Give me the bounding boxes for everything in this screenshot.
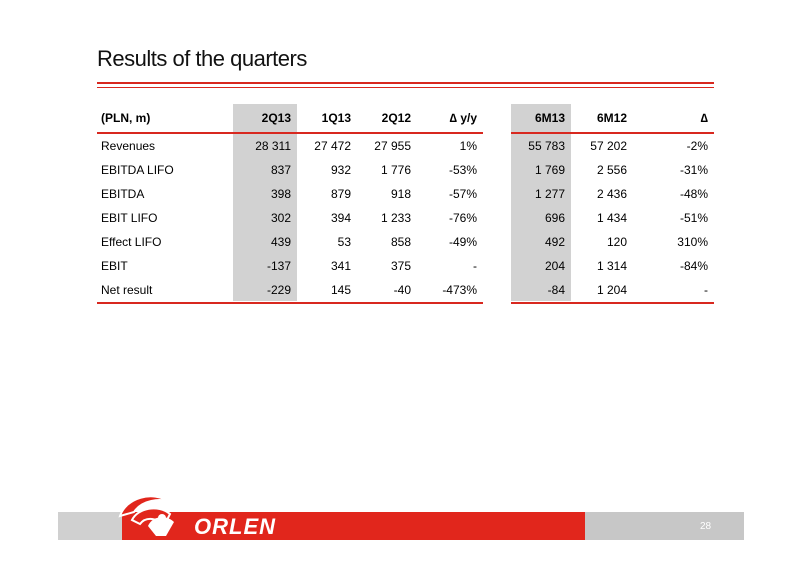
- table-cell: -229: [233, 278, 297, 304]
- column-header: ∆ y/y: [417, 104, 483, 134]
- table-cell: 696: [544, 211, 565, 225]
- table-cell: -31%: [679, 163, 708, 177]
- table-cell: -53%: [448, 163, 477, 177]
- table-cell: 932: [330, 163, 351, 177]
- table-cell: 2 556: [596, 163, 627, 177]
- table-cell: 1 776: [380, 163, 411, 177]
- column-header: 2Q12: [357, 104, 417, 134]
- column-header: 1Q13: [297, 104, 357, 134]
- table-cell: 302: [270, 211, 291, 225]
- table-cell: 341: [330, 259, 351, 273]
- title-rule-thick: [97, 82, 714, 84]
- highlight-column-6m13: [511, 104, 571, 301]
- row-label: EBITDA: [101, 187, 145, 201]
- brand-wordmark: ORLEN: [194, 514, 276, 539]
- table-cell: 1 233: [380, 211, 411, 225]
- column-header: (PLN, m): [97, 104, 233, 134]
- results-table: (PLN, m) 2Q13 1Q13 2Q12 ∆ y/y 6M13 6M12 ∆ Revenu…: [97, 104, 714, 304]
- table-cell: 375: [390, 259, 411, 273]
- table-cell: 1 434: [596, 211, 627, 225]
- column-gap: [483, 133, 511, 158]
- table-cell: 53: [337, 235, 351, 249]
- table-header-row: (PLN, m) 2Q13 1Q13 2Q12 ∆ y/y 6M13 6M12 ∆: [97, 104, 714, 134]
- table-cell: -57%: [448, 187, 477, 201]
- table-cell: -: [633, 278, 714, 304]
- page-number: 28: [700, 521, 712, 532]
- table-cell: 120: [606, 235, 627, 249]
- table-cell: -48%: [679, 187, 708, 201]
- orlen-eagle-logo-icon: [112, 486, 192, 546]
- table-row: Net result -229 145 -40 -473% -84 1 204-: [97, 278, 714, 304]
- table-cell: -40: [357, 278, 417, 304]
- row-label: Effect LIFO: [101, 235, 162, 249]
- table-row: Revenues 28 311 27 472 27 955 1% 55 783 57 202…: [97, 133, 714, 158]
- table-cell: 2 436: [596, 187, 627, 201]
- table-cell: -: [473, 259, 477, 273]
- table-cell: -84: [511, 278, 571, 304]
- row-label: EBIT LIFO: [101, 211, 158, 225]
- table-cell: 204: [544, 259, 565, 273]
- table-row: EBIT -137 341 375 - 204 1 314 -84%: [97, 254, 714, 278]
- table-cell: 439: [270, 235, 291, 249]
- row-label: Revenues: [101, 139, 156, 153]
- table-cell: 1 277: [534, 187, 565, 201]
- column-gap: [483, 278, 511, 303]
- table-cell: 858: [390, 235, 411, 249]
- table-cell: 55 783: [528, 139, 565, 153]
- table-cell: -76%: [448, 211, 477, 225]
- footer-red-band: [122, 512, 585, 540]
- table-cell: -473%: [417, 278, 483, 304]
- row-label: EBITDA LIFO: [101, 163, 174, 177]
- row-label: EBIT: [101, 259, 128, 273]
- column-header: 2Q13: [233, 104, 297, 134]
- table-cell: 310%: [677, 235, 708, 249]
- column-gap: [483, 206, 511, 230]
- column-gap: [483, 230, 511, 254]
- table-cell: 145: [297, 278, 357, 304]
- row-label: Net result: [97, 278, 233, 304]
- table-cell: 1 769: [534, 163, 565, 177]
- column-header: 6M12: [571, 104, 633, 134]
- table-cell: -137: [266, 259, 291, 273]
- title-rule-thin: [97, 87, 714, 88]
- table-cell: -2%: [686, 139, 708, 153]
- table-cell: 918: [390, 187, 411, 201]
- column-gap: [483, 182, 511, 206]
- table-row: EBITDA 398 879 918 -57% 1 277 2 436 -48%: [97, 182, 714, 206]
- column-header: ∆: [633, 104, 714, 134]
- table-cell: 1%: [459, 139, 477, 153]
- table-row: Effect LIFO 439 53 858 -49% 492 120 310%: [97, 230, 714, 254]
- table-cell: 492: [544, 235, 565, 249]
- results-table-container: (PLN, m) 2Q13 1Q13 2Q12 ∆ y/y 6M13 6M12 ∆ Revenu…: [97, 104, 714, 304]
- column-gap: [483, 104, 511, 133]
- table-cell: 1 204: [571, 278, 633, 304]
- table-cell: 57 202: [590, 139, 627, 153]
- highlight-column-2q13: [233, 104, 297, 301]
- footer-fade: [58, 512, 122, 540]
- table-cell: 398: [270, 187, 291, 201]
- table-row: EBIT LIFO 302 394 1 233 -76% 696 1 434 -51%: [97, 206, 714, 230]
- table-cell: -84%: [679, 259, 708, 273]
- table-cell: 394: [330, 211, 351, 225]
- column-header: 6M13: [511, 104, 571, 134]
- column-gap: [483, 254, 511, 278]
- table-cell: 1 314: [596, 259, 627, 273]
- table-cell: 28 311: [255, 139, 291, 153]
- table-cell: 837: [270, 163, 291, 177]
- table-cell: 27 472: [314, 139, 351, 153]
- slide-title: Results of the quarters: [97, 46, 307, 71]
- table-cell: -49%: [448, 235, 477, 249]
- table-cell: 27 955: [374, 139, 411, 153]
- table-row: EBITDA LIFO 837 932 1 776 -53% 1 769 2 556 -31%: [97, 158, 714, 182]
- table-cell: 879: [330, 187, 351, 201]
- table-cell: -51%: [679, 211, 708, 225]
- column-gap: [483, 158, 511, 182]
